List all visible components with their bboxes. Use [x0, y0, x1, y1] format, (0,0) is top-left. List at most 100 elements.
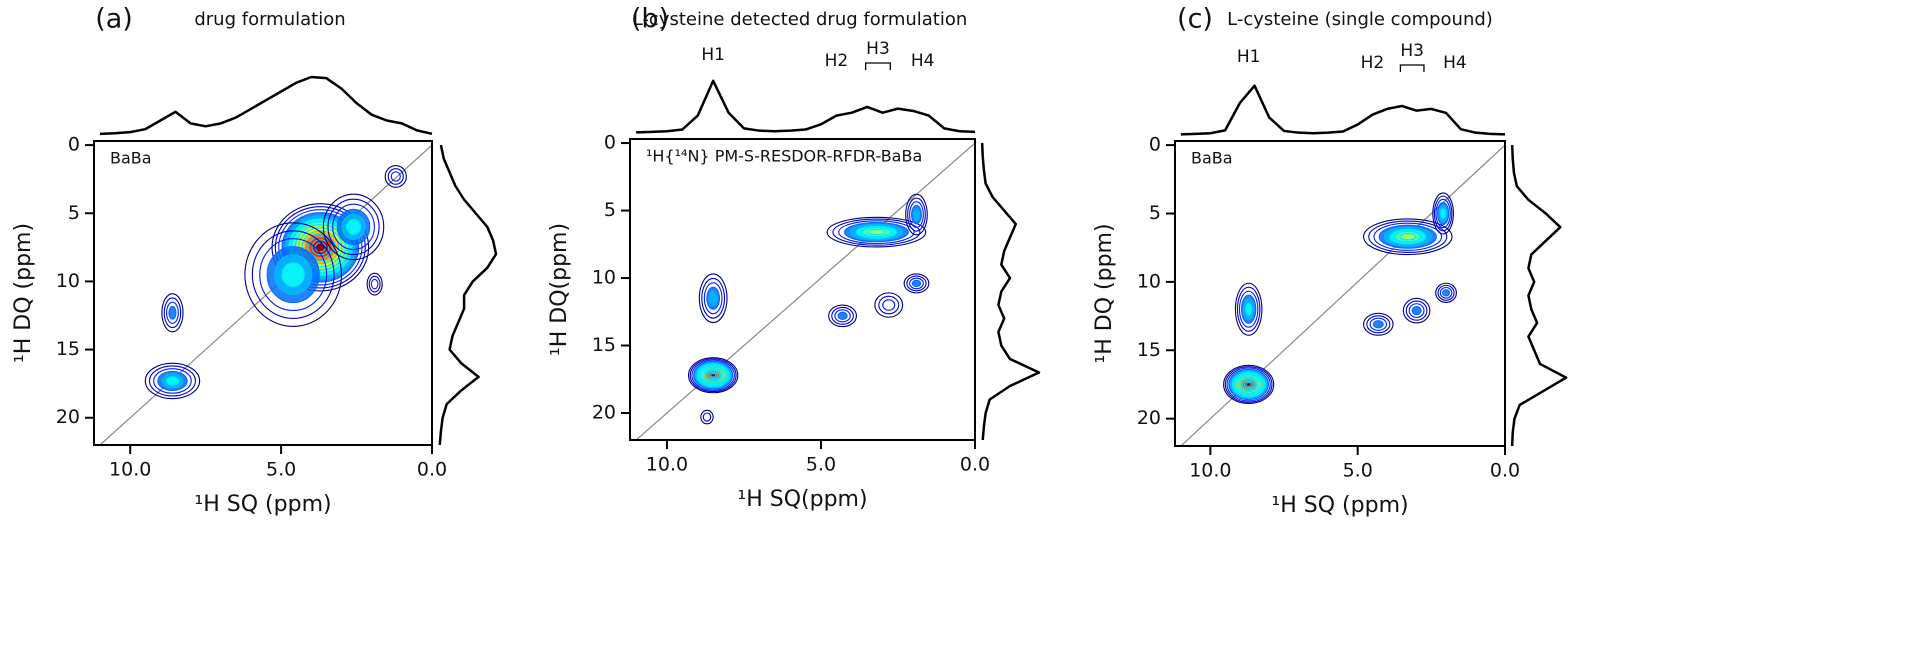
contour	[838, 220, 915, 245]
y-tick-label: 20	[1137, 407, 1161, 429]
plot-area	[635, 142, 975, 440]
contour	[867, 228, 886, 236]
contour	[1432, 192, 1454, 235]
contour	[832, 218, 921, 246]
contour	[1224, 366, 1273, 403]
contour	[1402, 297, 1431, 324]
contour	[161, 293, 184, 333]
contour	[251, 230, 335, 319]
diagonal	[1180, 144, 1505, 446]
contour	[882, 299, 896, 311]
contour	[702, 412, 712, 422]
contour	[1405, 300, 1428, 321]
top-projection	[99, 75, 433, 136]
x-tick-label: 0.0	[417, 459, 447, 481]
contour	[384, 164, 407, 188]
contour	[906, 275, 927, 292]
contour	[148, 365, 196, 397]
contour	[834, 309, 851, 323]
y-tick-label: 15	[592, 334, 616, 356]
x-tick-label: 10.0	[646, 454, 688, 476]
y-axis-label: ¹H DQ (ppm)	[1092, 223, 1117, 363]
plot-frame	[93, 140, 433, 446]
y-tick-label: 5	[68, 202, 80, 224]
contour	[314, 242, 326, 253]
contour	[700, 409, 714, 425]
contour	[874, 292, 904, 318]
contour	[828, 304, 857, 328]
y-tick-label: 15	[56, 338, 80, 360]
y-tick-label: 0	[604, 132, 616, 154]
x-tick-label: 5.0	[266, 459, 296, 481]
inset-label: BaBa	[110, 149, 152, 168]
contour	[1435, 282, 1457, 303]
contour	[1223, 364, 1275, 405]
contour	[322, 193, 385, 261]
contour	[1411, 305, 1422, 316]
contour	[163, 297, 182, 329]
y-tick-label: 5	[1149, 202, 1161, 224]
top-projection	[636, 79, 976, 134]
contour	[907, 197, 926, 232]
peak-annotation: H1	[1237, 47, 1261, 67]
x-tick-label: 5.0	[806, 454, 836, 476]
contour	[710, 372, 717, 378]
x-axis-label: ¹H SQ (ppm)	[1271, 493, 1408, 518]
inset-label: ¹H{¹⁴N} PM-S-RESDOR-RFDR-BaBa	[646, 147, 922, 166]
y-tick-label: 15	[1137, 339, 1161, 361]
contour	[912, 208, 920, 221]
contour	[903, 273, 930, 294]
contour	[1440, 208, 1447, 219]
contour	[701, 277, 726, 319]
contour	[905, 193, 928, 236]
y-tick-label: 0	[1149, 134, 1161, 156]
contour	[826, 216, 927, 248]
contour	[168, 305, 177, 320]
contour	[368, 275, 381, 293]
contour	[1442, 289, 1451, 297]
right-projection	[438, 144, 498, 446]
contour	[1437, 284, 1455, 301]
contour	[911, 279, 922, 288]
contour	[370, 278, 379, 290]
contour	[144, 362, 201, 400]
x-axis-label: ¹H SQ (ppm)	[194, 492, 331, 517]
contour	[1399, 233, 1417, 241]
contour	[1245, 381, 1252, 387]
diagonal	[99, 144, 432, 445]
contour	[1366, 315, 1391, 334]
contour	[281, 262, 305, 288]
panel-title: drug formulation	[194, 9, 345, 30]
contour	[387, 168, 404, 185]
contour	[274, 206, 366, 289]
contour	[831, 306, 854, 325]
plot-area	[1180, 144, 1505, 446]
contour	[909, 201, 924, 229]
x-axis-label: ¹H SQ(ppm)	[737, 487, 867, 512]
y-tick-label: 20	[592, 402, 616, 424]
y-tick-label: 20	[56, 406, 80, 428]
contour	[165, 376, 180, 386]
y-axis-label: ¹H DQ (ppm)	[11, 223, 36, 363]
contour	[703, 282, 723, 315]
peak-annotation: H2	[1361, 53, 1385, 73]
contour	[691, 359, 735, 391]
contour	[689, 358, 737, 393]
contour	[390, 171, 401, 182]
contour	[878, 295, 900, 315]
peak-annotation: H3	[866, 39, 890, 59]
plot-frame	[629, 138, 976, 441]
contour	[1234, 282, 1263, 336]
bracket	[1399, 64, 1425, 72]
y-tick-label: 10	[592, 267, 616, 289]
y-tick-label: 0	[68, 134, 80, 156]
top-projection	[1180, 84, 1506, 136]
contour	[909, 277, 924, 290]
peak-annotation: H4	[1443, 53, 1467, 73]
peak-annotation: H1	[701, 45, 725, 65]
contour	[1439, 286, 1453, 299]
contour	[1226, 367, 1271, 402]
contour	[1238, 290, 1259, 328]
